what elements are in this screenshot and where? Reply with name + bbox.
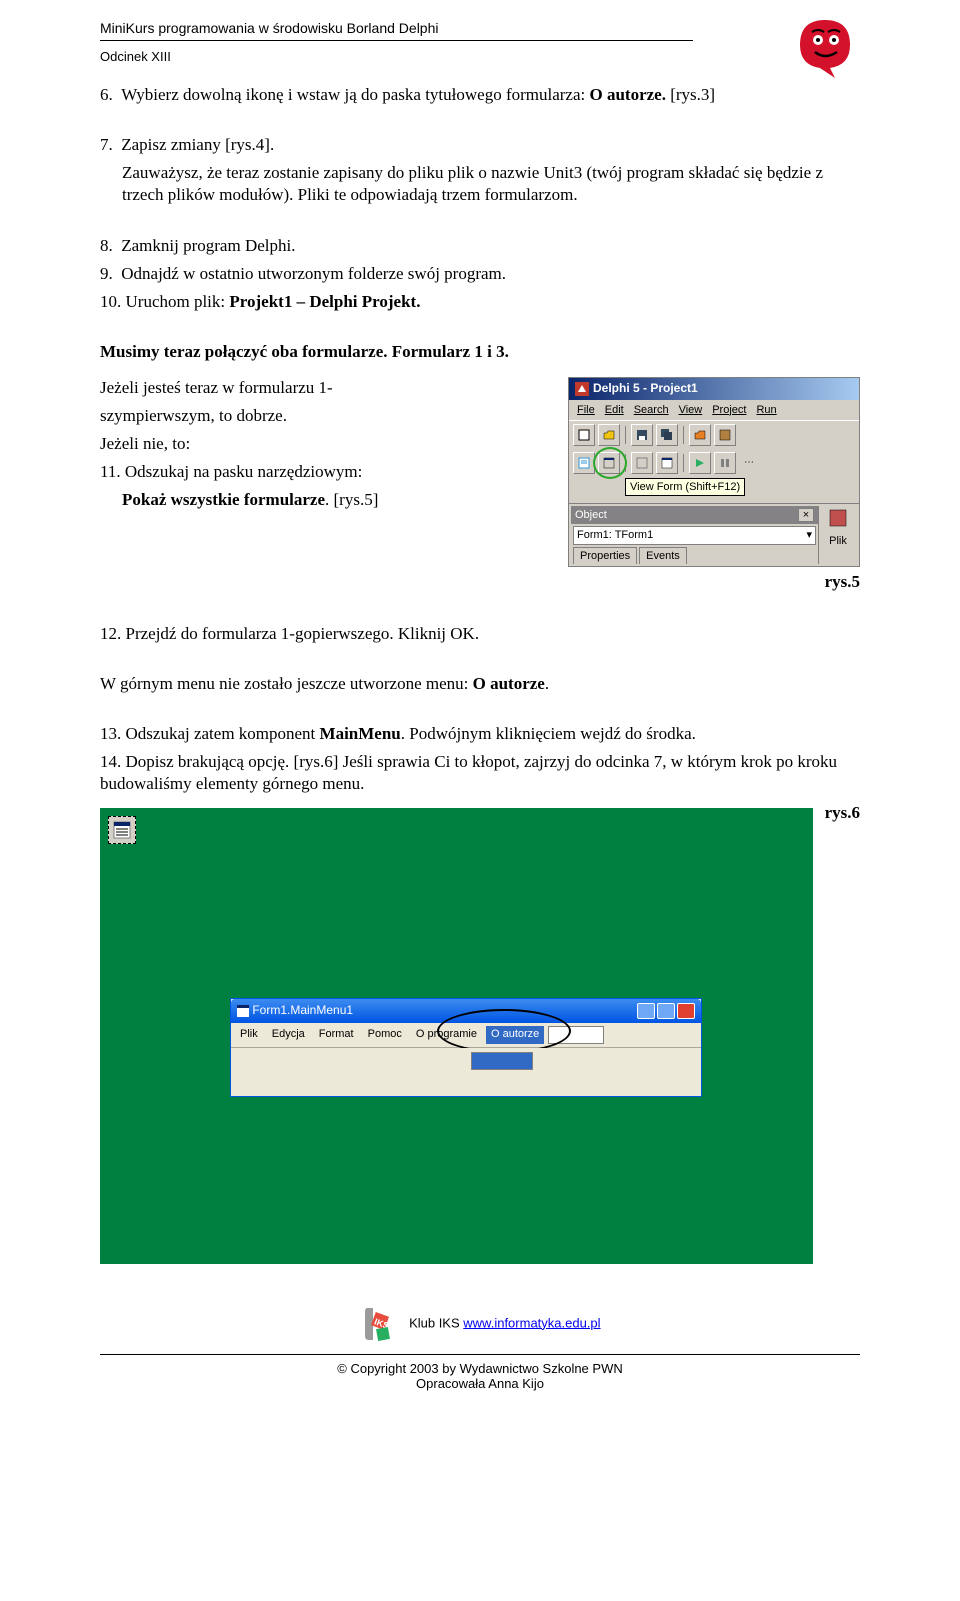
me-item-oprogramie[interactable]: O programie: [411, 1026, 482, 1044]
saveall-icon[interactable]: [656, 424, 678, 446]
view-unit-icon[interactable]: [573, 452, 595, 474]
if-form1-a: Jeżeli jesteś teraz w formularzu 1-: [100, 377, 558, 399]
delphi-menubar: File Edit Search View Project Run: [569, 400, 859, 420]
step-14: 14. Dopisz brakującą opcję. [rys.6] Jeśl…: [100, 751, 860, 795]
me-submenu-slot[interactable]: [471, 1052, 533, 1070]
me-item-pomoc[interactable]: Pomoc: [363, 1026, 407, 1044]
menu-search[interactable]: Search: [630, 402, 673, 418]
mainmenu-icon: [113, 821, 131, 839]
open-project-icon[interactable]: [689, 424, 711, 446]
course-title: MiniKurs programowania w środowisku Borl…: [100, 20, 860, 36]
step-13: 13. Odszukaj zatem komponent MainMenu. P…: [100, 723, 860, 745]
step-11: 11. Odszukaj na pasku narzędziowym:: [100, 461, 558, 483]
me-new-slot[interactable]: [548, 1026, 604, 1044]
object-inspector-title: Object ×: [571, 506, 818, 524]
editor-titlebar: Form1.MainMenu1: [231, 999, 701, 1023]
form-designer: Form1.MainMenu1 Plik Edycja Format Pomoc…: [100, 808, 813, 1264]
step-10: 10. Uruchom plik: Projekt1 – Delphi Proj…: [100, 291, 860, 313]
if-form1-b: szympierwszym, to dobrze.: [100, 405, 558, 427]
maximize-icon[interactable]: [657, 1003, 675, 1019]
must-connect: Musimy teraz połączyć oba formularze. Fo…: [100, 341, 860, 363]
tab-properties[interactable]: Properties: [573, 547, 637, 564]
me-item-plik[interactable]: Plik: [235, 1026, 263, 1044]
mainmenu-component[interactable]: [108, 816, 136, 844]
side-icon[interactable]: [828, 508, 848, 528]
new-icon[interactable]: [573, 424, 595, 446]
object-inspector-tabs: Properties Events: [571, 547, 818, 564]
minimize-icon[interactable]: [637, 1003, 655, 1019]
editor-body: [231, 1048, 701, 1096]
step-7-note: Zauważysz, że teraz zostanie zapisany do…: [100, 162, 860, 206]
editor-app-icon: [237, 1005, 249, 1017]
plik-label: Plik: [829, 534, 847, 548]
close-icon[interactable]: ×: [798, 508, 814, 522]
addfile-icon[interactable]: [714, 424, 736, 446]
menu-file[interactable]: File: [573, 402, 599, 418]
me-item-oautorze[interactable]: O autorze: [486, 1026, 544, 1044]
tab-events[interactable]: Events: [639, 547, 687, 564]
if-not: Jeżeli nie, to:: [100, 433, 558, 455]
view-form-icon[interactable]: [598, 452, 620, 474]
open-icon[interactable]: [598, 424, 620, 446]
toggle-icon[interactable]: [631, 452, 653, 474]
delphi-app-icon: [575, 382, 589, 396]
menu-note: W górnym menu nie zostało jeszcze utworz…: [100, 673, 860, 695]
delphi-toolbar-1: [569, 420, 859, 449]
rys6-label: rys.6: [825, 802, 860, 824]
step-6: 6. Wybierz dowolną ikonę i wstaw ją do p…: [100, 84, 860, 106]
pause-icon[interactable]: [714, 452, 736, 474]
object-combo[interactable]: Form1: TForm1 ▾: [573, 526, 816, 544]
step-8: 8. Zamknij program Delphi.: [100, 235, 860, 257]
author: Opracowała Anna Kijo: [100, 1376, 860, 1391]
step-12: 12. Przejdź do formularza 1-gopierwszego…: [100, 623, 860, 645]
iks-logo: IKS: [359, 1304, 399, 1344]
delphi-toolbar-2: ⋯: [569, 449, 859, 477]
step-7: 7. Zapisz zmiany [rys.4].: [100, 134, 860, 156]
me-item-edycja[interactable]: Edycja: [267, 1026, 310, 1044]
menu-view[interactable]: View: [675, 402, 707, 418]
newform-icon[interactable]: [656, 452, 678, 474]
chevron-down-icon: ▾: [806, 528, 812, 542]
save-icon[interactable]: [631, 424, 653, 446]
me-item-format[interactable]: Format: [314, 1026, 359, 1044]
footer-club: Klub IKS: [409, 1315, 463, 1330]
delphi-screenshot: Delphi 5 - Project1 File Edit Search Vie…: [568, 377, 860, 567]
header-divider: [100, 40, 693, 41]
step-11b: Pokaż wszystkie formularze. [rys.5]: [100, 489, 558, 511]
mainmenu-editor-window: Form1.MainMenu1 Plik Edycja Format Pomoc…: [230, 998, 702, 1097]
footer-divider: [100, 1354, 860, 1355]
footer-link[interactable]: www.informatyka.edu.pl: [463, 1315, 600, 1330]
menu-project[interactable]: Project: [708, 402, 750, 418]
copyright: © Copyright 2003 by Wydawnictwo Szkolne …: [100, 1361, 860, 1376]
delphi-titlebar: Delphi 5 - Project1: [569, 378, 859, 400]
editor-menubar: Plik Edycja Format Pomoc O programie O a…: [231, 1023, 701, 1048]
step-9: 9. Odnajdź w ostatnio utworzonym folderz…: [100, 263, 860, 285]
step-icon[interactable]: ⋯: [739, 453, 759, 473]
tooltip: View Form (Shift+F12): [625, 478, 745, 496]
rys5-label: rys.5: [825, 571, 860, 593]
close-icon[interactable]: [677, 1003, 695, 1019]
run-icon[interactable]: [689, 452, 711, 474]
episode-label: Odcinek XIII: [100, 49, 860, 64]
menu-edit[interactable]: Edit: [601, 402, 628, 418]
menu-run[interactable]: Run: [752, 402, 780, 418]
